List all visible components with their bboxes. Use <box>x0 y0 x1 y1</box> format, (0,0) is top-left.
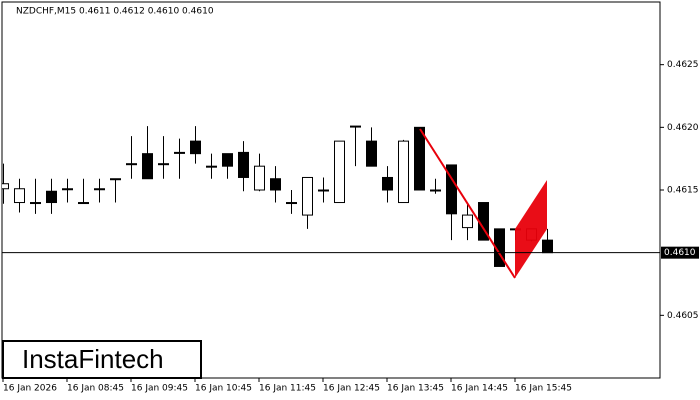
candle-body <box>398 140 409 204</box>
y-tick-label: 0.4615 <box>667 186 699 196</box>
plot-frame <box>1 1 661 379</box>
candle-body <box>238 151 249 178</box>
candle-body <box>350 125 361 128</box>
x-tick-label: 16 Jan 2026 <box>3 384 57 394</box>
candle-body <box>94 188 105 191</box>
plot-area <box>2 125 553 267</box>
logo-box <box>2 340 202 379</box>
candle-body <box>190 140 201 155</box>
candle-body <box>126 163 137 166</box>
candle-body <box>318 189 329 192</box>
chart-title: NZDCHF,M15 0.4611 0.4612 0.4610 0.4610 <box>16 7 214 17</box>
current-price-box <box>661 246 699 259</box>
x-tick-label: 16 Jan 10:45 <box>195 384 252 394</box>
y-tick-label: 0.4625 <box>667 60 699 70</box>
x-tick-label: 16 Jan 13:45 <box>387 384 444 394</box>
x-tick-label: 16 Jan 14:45 <box>451 384 508 394</box>
candle-body <box>110 178 121 181</box>
logo: InstaFintech <box>22 344 164 374</box>
candle-body <box>270 178 281 191</box>
candle-body <box>78 202 89 205</box>
candle-body <box>2 183 9 190</box>
candle-body <box>446 164 457 215</box>
candle-body <box>414 126 425 191</box>
x-tick-label: 16 Jan 12:45 <box>323 384 380 394</box>
x-tick-label: 16 Jan 11:45 <box>259 384 316 394</box>
candle-body <box>302 176 313 216</box>
candle-body <box>254 165 265 191</box>
candle-body <box>366 140 377 167</box>
candle-body <box>462 214 473 229</box>
candle-body <box>174 151 185 154</box>
candle-body <box>62 188 73 191</box>
candle-body <box>334 140 345 204</box>
candle-body <box>206 165 217 168</box>
candle-body <box>542 239 553 254</box>
current-price-label: 0.4610 <box>664 248 696 258</box>
candle-body <box>222 153 233 167</box>
y-tick-label: 0.4620 <box>667 123 699 133</box>
x-tick-label: 16 Jan 08:45 <box>67 384 124 394</box>
candle-body <box>14 188 25 204</box>
candle-body <box>30 202 41 205</box>
candle-body <box>382 176 393 191</box>
candle-body <box>46 190 57 204</box>
pattern-flag <box>515 180 547 278</box>
x-tick-label: 16 Jan 15:45 <box>515 384 572 394</box>
candle-body <box>142 153 153 180</box>
candle-body <box>286 202 297 205</box>
y-tick-label: 0.4605 <box>667 311 699 321</box>
x-tick-label: 16 Jan 09:45 <box>131 384 188 394</box>
candle-body <box>430 189 441 192</box>
candle-body <box>158 163 169 166</box>
